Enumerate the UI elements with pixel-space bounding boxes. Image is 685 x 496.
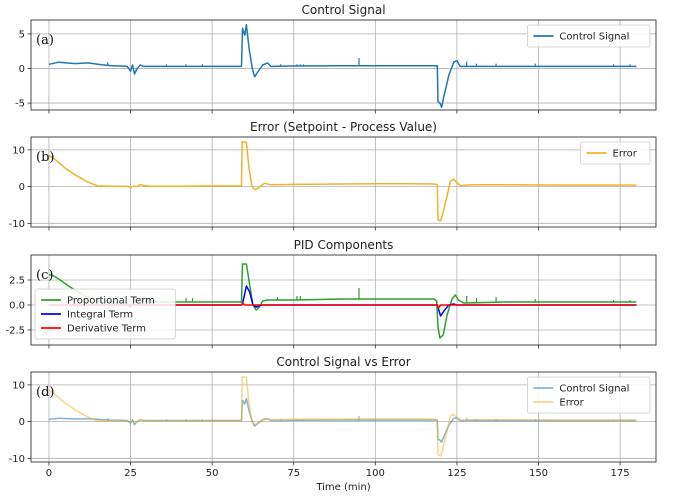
y-tick-label: -10 [9,219,25,230]
series-line [48,24,637,108]
x-tick-label: 125 [447,468,466,479]
y-tick-label: 10 [12,380,25,391]
y-tick-label: 0.0 [9,301,25,312]
series-line [49,302,637,309]
legend-entry: Error [559,398,584,409]
legend-box [34,288,176,340]
chart-title: Error (Setpoint - Process Value) [250,120,437,134]
x-tick-label: 175 [611,468,630,479]
legend-entry: Derivative Term [67,324,146,335]
series-error [48,141,637,222]
chart-panel-3: PID Components -2.5 0.0 2.5 (c) Proportional … [5,238,657,349]
y-tick-label: -10 [9,454,25,465]
y-tick-label: 0 [19,64,25,75]
x-tick-label: 75 [287,468,300,479]
x-tick-label: 0 [46,468,52,479]
panel-label: (a) [36,33,54,48]
legend: Control Signal Error [527,376,651,414]
x-axis-label: Time (min) [315,482,370,493]
x-tick-label: 50 [206,468,219,479]
axes-frame [30,254,657,346]
series-derivative-term [49,302,637,309]
legend: Control Signal [527,24,651,48]
grid [31,137,656,227]
x-tick-label: 150 [529,468,548,479]
y-tick-label: 5 [19,29,25,40]
legend-entry: Control Signal [559,32,629,43]
chart-panel-2: Error (Setpoint - Process Value) -10 0 10 (b… [9,120,657,231]
panel-label: (c) [36,268,53,283]
chart-title: Control Signal vs Error [276,355,410,369]
chart-title: Control Signal [301,3,385,17]
y-tick-label: 10 [12,145,25,156]
legend-entry: Error [613,149,638,160]
legend-box [527,24,651,48]
legend-entry: Proportional Term [67,296,155,307]
series-line [48,376,637,457]
legend-entry: Integral Term [67,310,133,321]
chart-title: PID Components [294,238,394,252]
axes-frame [30,19,657,111]
y-tick-label: 0 [19,182,25,193]
series-error [48,376,637,457]
y-tick-label: -5 [15,99,25,110]
legend-box [527,376,651,414]
series-control-signal [48,24,637,108]
axes-frame [30,371,657,463]
legend: Error [580,141,651,165]
series-line [48,141,637,222]
legend: Proportional Term Integral Term Derivative… [34,288,176,340]
x-tick-label: 100 [366,468,385,479]
panel-label: (d) [36,385,54,400]
y-tick-label: -2.5 [5,326,25,337]
panel-label: (b) [36,150,54,165]
x-tick-label: 25 [124,468,137,479]
legend-box [580,141,651,165]
y-tick-label: 2.5 [9,276,25,287]
chart-panel-1: Control Signal -5 0 5 (a) Control Signal [15,3,657,114]
axes-frame [30,136,657,228]
y-tick-label: 0 [19,417,25,428]
legend-entry: Control Signal [559,384,629,395]
